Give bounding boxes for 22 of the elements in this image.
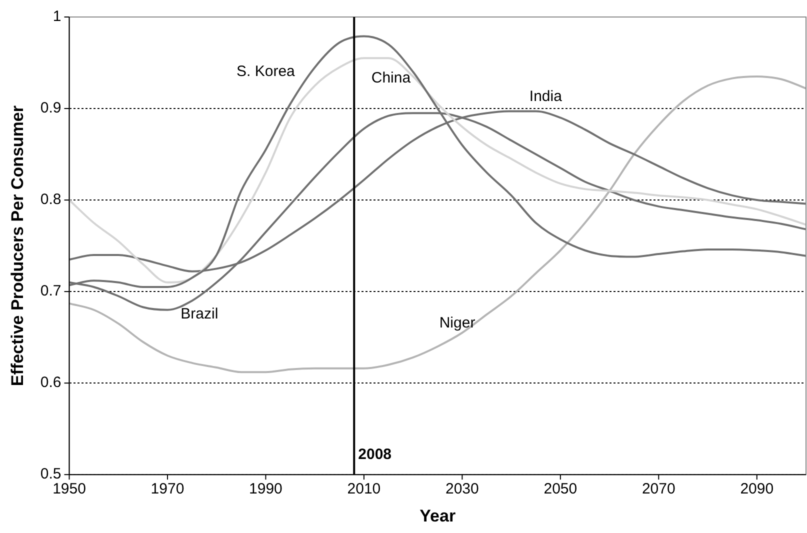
y-tick-label: 0.5 — [40, 466, 62, 483]
x-tick-label: 2090 — [740, 480, 774, 498]
series-label: S. Korea — [236, 63, 296, 80]
series-label: China — [371, 69, 412, 86]
series-label: Niger — [439, 314, 476, 332]
y-axis-title: Effective Producers Per Consumer — [8, 105, 27, 386]
x-tick-label: 2070 — [642, 480, 676, 498]
series-label: India — [529, 88, 563, 105]
x-tick-label: 2030 — [445, 480, 479, 498]
x-tick-label: 2010 — [347, 480, 381, 498]
series-label: Brazil — [180, 306, 218, 323]
y-tick-label: 0.6 — [40, 374, 62, 392]
y-tick-label: 0.9 — [40, 100, 62, 117]
x-axis-title: Year — [420, 506, 456, 526]
x-tick-label: 1970 — [150, 480, 184, 498]
x-tick-label: 2050 — [544, 480, 578, 498]
y-tick-label: 0.8 — [40, 191, 62, 208]
x-tick-label: 1990 — [249, 480, 282, 498]
x-tick-label: 1950 — [52, 480, 86, 498]
y-tick-label: 1 — [52, 8, 62, 26]
ref-line-label: 2008 — [358, 446, 392, 464]
y-tick-label: 0.7 — [40, 282, 62, 300]
